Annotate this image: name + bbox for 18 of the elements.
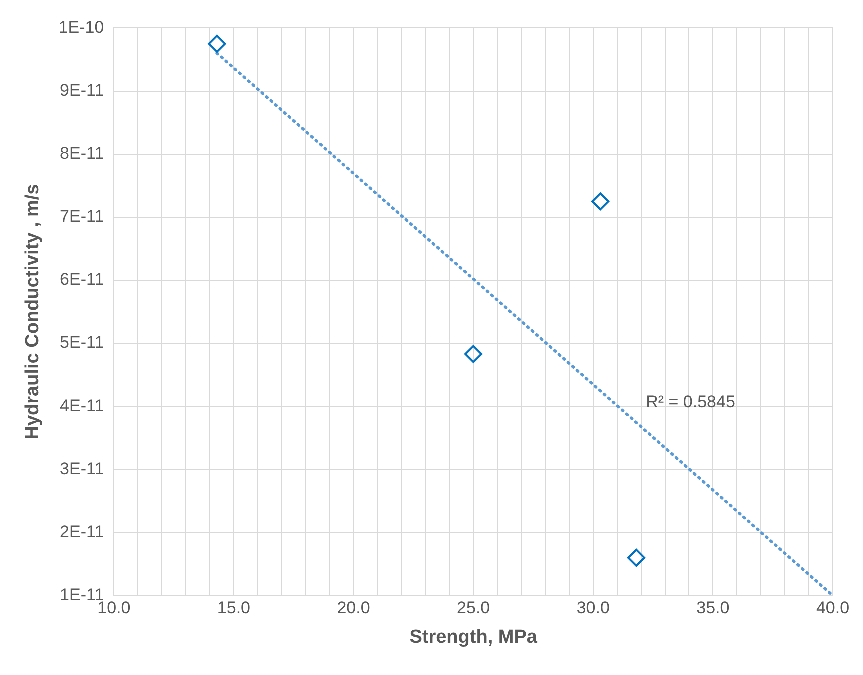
x-tick-label: 30.0 (576, 598, 610, 618)
y-tick-label: 9E-11 (60, 80, 104, 100)
y-tick-label: 5E-11 (60, 333, 104, 352)
x-tick-label: 40.0 (816, 598, 850, 618)
y-tick-label: 3E-11 (60, 459, 104, 478)
y-tick-label: 7E-11 (60, 207, 104, 226)
x-axis-title: Strength, MPa (410, 626, 538, 648)
x-tick-label: 20.0 (337, 598, 370, 618)
y-tick-label: 1E-10 (58, 18, 104, 37)
y-tick-label: 4E-11 (60, 396, 104, 416)
x-tick-label: 15.0 (217, 598, 251, 618)
y-tick-label: 6E-11 (60, 270, 104, 290)
y-tick-label: 2E-11 (60, 522, 104, 542)
y-axis-title: Hydraulic Conductivity , m/s (22, 184, 44, 440)
y-tick-label: 8E-11 (60, 144, 104, 164)
x-tick-label: 25.0 (457, 598, 490, 618)
x-tick-label: 35.0 (696, 598, 730, 618)
annotation: R² = 0.5845 (646, 392, 736, 412)
